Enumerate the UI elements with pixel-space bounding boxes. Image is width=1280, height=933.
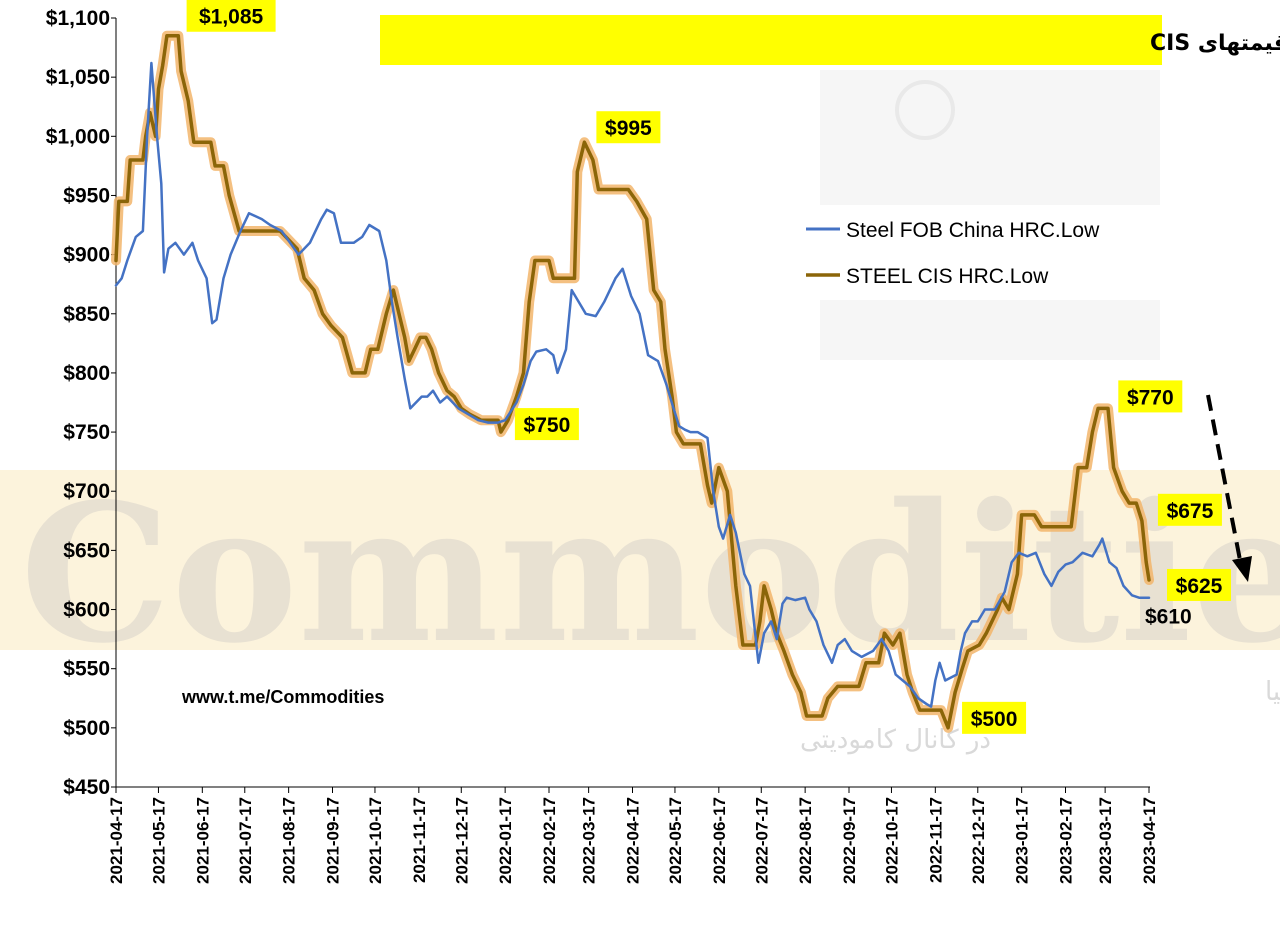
y-tick-label: $700: [63, 480, 110, 503]
annotation-label: $675: [1167, 500, 1214, 523]
x-tick-label: 2021-10-17: [366, 797, 385, 884]
y-tick-label: $650: [63, 539, 110, 562]
legend: Steel FOB China HRC.Low STEEL CIS HRC.Lo…: [790, 205, 1165, 300]
y-tick-label: $500: [63, 717, 110, 740]
x-tick-label: 2022-04-17: [624, 797, 643, 884]
title-text: روند تغییر قیمت ورق گرم صادراتی چین در م…: [1150, 29, 1280, 56]
x-tick-label: 2021-04-17: [107, 797, 126, 884]
x-tick-label: 2021-07-17: [236, 797, 255, 884]
annotation-label: $625: [1176, 575, 1223, 598]
y-tick-label: $800: [63, 362, 110, 385]
y-tick-label: $850: [63, 303, 110, 326]
annotations: $1,085 $995 $750 $500 $770 $675 $625: [186, 0, 1231, 734]
watermark-emblem-icon: [895, 80, 955, 140]
series-china-line: [114, 61, 1151, 708]
legend-label-china: Steel FOB China HRC.Low: [846, 219, 1100, 242]
annotation-label: $1,085: [199, 6, 264, 29]
x-tick-label: 2022-02-17: [540, 797, 559, 884]
x-tick-label: 2022-08-17: [796, 797, 815, 884]
y-tick-label: $1,100: [46, 7, 110, 30]
x-tick-label: 2022-10-17: [882, 797, 901, 884]
series-layer: [111, 30, 1154, 733]
source-url: www.t.me/Commodities: [181, 687, 384, 707]
x-tick-label: 2022-07-17: [752, 797, 771, 884]
x-tick-label: 2021-06-17: [193, 797, 212, 884]
x-ticks: 2021-04-17 2021-05-17 2021-06-17 2021-07-17…: [107, 787, 1159, 884]
annotation-box: [1167, 568, 1231, 601]
watermark-line1: گزارشات تحلیلی، آخرین اخبار و تحولات باز…: [1265, 675, 1280, 707]
watermark-main-text: Commodities: [20, 462, 1280, 685]
y-tick-label: $450: [63, 776, 110, 799]
y-ticks: $450 $500 $550 $600 $650 $700 $750 $800 $850 $900…: [46, 7, 116, 799]
y-tick-label: $900: [63, 244, 110, 267]
chart-title: روند تغییر قیمت ورق گرم صادراتی چین در م…: [380, 15, 1280, 65]
annotation-box: [1157, 493, 1222, 526]
x-tick-label: 2022-09-17: [840, 797, 859, 884]
x-tick-label: 2022-06-17: [710, 797, 729, 884]
annotation-box: [596, 111, 661, 144]
x-tick-label: 2022-03-17: [580, 797, 599, 884]
x-tick-label: 2023-02-17: [1057, 797, 1076, 884]
x-tick-label: 2023-01-17: [1013, 797, 1032, 884]
x-tick-label: 2022-05-17: [666, 797, 685, 884]
x-tick-label: 2023-03-17: [1096, 797, 1115, 884]
y-tick-label: $1,000: [46, 125, 110, 148]
title-box: [380, 15, 1162, 65]
y-tick-label: $600: [63, 599, 110, 622]
x-tick-label: 2021-12-17: [452, 797, 471, 884]
annotation-box: [186, 0, 276, 32]
x-tick-label: 2022-12-17: [969, 797, 988, 884]
watermark-line2: در کانال کامودیتی: [800, 725, 991, 755]
x-tick-label: 2021-09-17: [324, 797, 343, 884]
x-tick-label: 2021-05-17: [149, 797, 168, 884]
annotation-box: [514, 408, 579, 441]
y-tick-label: $750: [63, 421, 110, 444]
annotation-box: [962, 701, 1027, 734]
annotation-label: $995: [605, 117, 652, 140]
watermark: Commodities گزارشات تحلیلی، آخرین اخبار …: [0, 70, 1280, 755]
y-tick-label: $1,050: [46, 66, 110, 89]
x-tick-label: 2022-01-17: [496, 797, 515, 884]
x-tick-label: 2022-11-17: [926, 797, 945, 883]
y-tick-label: $550: [63, 658, 110, 681]
y-tick-label: $950: [63, 184, 110, 207]
legend-box: [790, 205, 1165, 300]
x-tick-label: 2023-04-17: [1140, 797, 1159, 884]
x-tick-label: 2021-11-17: [410, 797, 429, 883]
x-tick-label: 2021-08-17: [280, 797, 299, 884]
annotation-box: [1118, 380, 1183, 413]
watermark-band: [0, 470, 1280, 650]
end-label-610: $610: [1145, 606, 1192, 629]
annotation-label: $500: [971, 708, 1018, 731]
annotation-label: $750: [524, 414, 571, 437]
annotation-label: $770: [1127, 386, 1174, 409]
trend-arrow-icon: [1206, 394, 1252, 582]
legend-label-cis: STEEL CIS HRC.Low: [846, 265, 1049, 288]
